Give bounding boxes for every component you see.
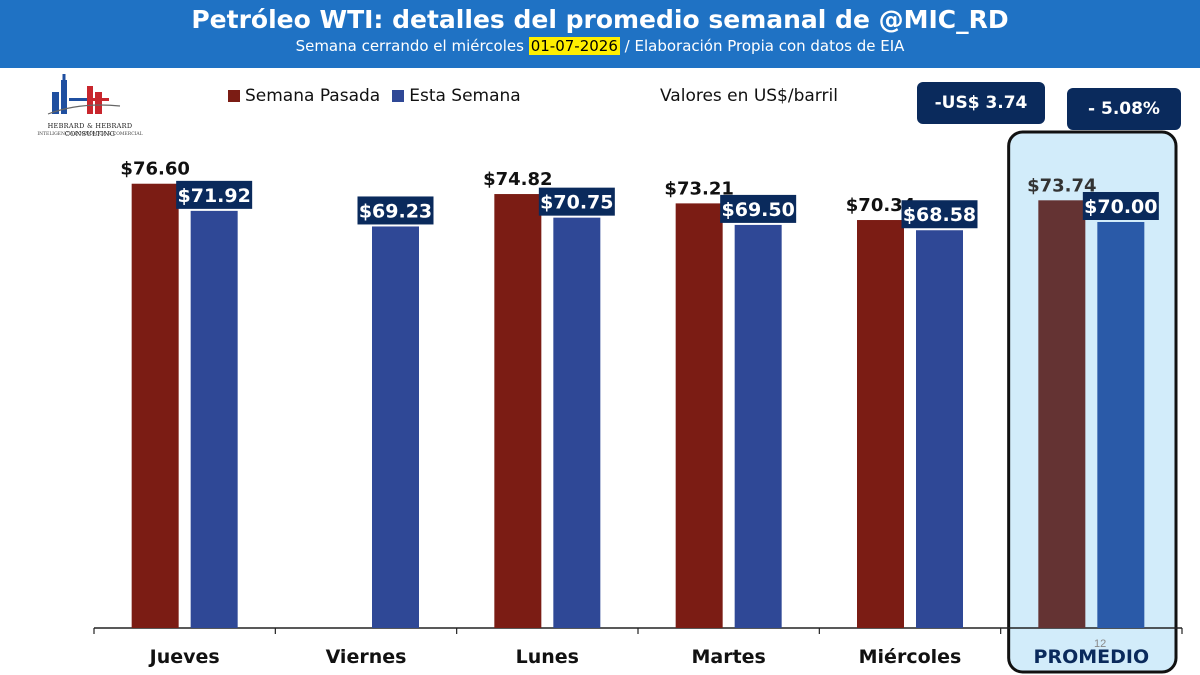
subtitle-suffix: / Elaboración Propia con datos de EIA [619,37,905,55]
bar-this-week [553,217,601,628]
page-number: 12 [1094,638,1107,650]
data-label-last-week: $73.21 [664,178,733,199]
bar-last-week [494,194,542,628]
data-label-bg [176,180,253,209]
bar-this-week [190,210,238,628]
legend-swatch-last-week [228,90,240,102]
logo-icon [47,74,121,115]
bar-this-week [734,224,782,628]
x-tick-label: PROMEDIO [1034,646,1150,668]
company-logo: Hebrard & Hebrard Consulting Inteligenci… [37,72,143,142]
change-absolute-badge: -US$ 3.74 [917,82,1045,124]
bar-this-week [372,226,419,628]
data-label-this-week: $70.00 [1084,196,1157,218]
change-percent-badge: - 5.08% [1067,88,1181,130]
x-tick-label: Lunes [516,646,579,668]
data-label-last-week: $74.82 [483,169,552,190]
chart-legend: Semana Pasada Esta Semana [228,86,525,106]
bar-last-week [131,183,179,628]
legend-label-this-week: Esta Semana [409,86,521,106]
units-label: Valores en US$/barril [660,86,838,106]
bar-last-week [1038,200,1086,629]
logo-tagline: Inteligencia Económica & Comercial [37,132,143,137]
subtitle-prefix: Semana cerrando el miércoles [295,37,529,55]
legend-item-last-week: Semana Pasada [228,86,380,106]
data-label-this-week: $70.75 [540,192,613,214]
data-label-bg [720,194,797,223]
chart-subtitle: Semana cerrando el miércoles 01-07-2026 … [0,35,1200,57]
data-label-this-week: $69.23 [359,200,432,222]
data-label-last-week: $70.34 [846,195,915,216]
x-tick-label: Martes [691,646,765,668]
data-label-bg [357,196,434,225]
data-label-last-week: $76.60 [120,159,189,180]
data-label-last-week: $73.74 [1027,175,1096,196]
data-label-this-week: $69.50 [722,199,795,221]
subtitle-date: 01-07-2026 [528,37,620,55]
legend-label-last-week: Semana Pasada [245,86,381,106]
data-label-bg [1082,192,1159,220]
logo-name: Hebrard & Hebrard Consulting [47,122,133,138]
x-tick-label: Jueves [148,646,220,668]
data-label-bg [901,200,978,229]
bar-last-week [675,203,723,628]
chart-title: Petróleo WTI: detalles del promedio sema… [191,5,1009,34]
bar-this-week [1097,222,1145,628]
data-label-this-week: $68.58 [903,204,976,226]
legend-swatch-this-week [392,90,405,102]
chart-header: Petróleo WTI: detalles del promedio sema… [0,0,1200,68]
legend-item-this-week: Esta Semana [392,86,521,106]
bar-this-week [916,230,963,628]
data-label-this-week: $71.92 [178,185,251,207]
data-label-bg [538,187,615,216]
x-tick-label: Miércoles [859,646,962,668]
x-tick-label: Viernes [326,646,407,668]
bar-last-week [857,220,904,628]
